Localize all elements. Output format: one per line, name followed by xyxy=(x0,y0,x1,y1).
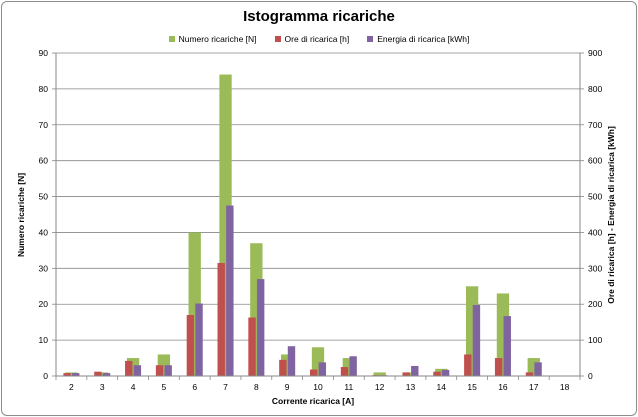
bar-energia-ricarica xyxy=(503,316,511,376)
legend-swatch-numero xyxy=(168,36,175,42)
bar-energia-ricarica xyxy=(441,369,450,376)
bar-energia-ricarica xyxy=(72,373,80,376)
legend-swatch-energia xyxy=(367,36,374,42)
bar-ore-ricarica xyxy=(402,372,410,376)
bar-energia-ricarica xyxy=(349,356,357,376)
bar-energia-ricarica xyxy=(534,362,542,376)
x-tick-label: 14 xyxy=(437,382,447,392)
x-tick-label: 18 xyxy=(560,382,570,392)
legend-item-ore: Ore di ricarica [h] xyxy=(274,34,350,44)
x-tick-label: 16 xyxy=(498,382,508,392)
y-right-tick-label: 900 xyxy=(588,48,602,58)
y-left-tick-label: 10 xyxy=(39,335,49,345)
bar-ore-ricarica xyxy=(494,358,503,376)
bar-ore-ricarica xyxy=(94,371,102,376)
x-tick-label: 3 xyxy=(100,382,105,392)
x-tick-label: 7 xyxy=(223,382,228,392)
y-right-tick-label: 400 xyxy=(588,227,602,237)
bar-ore-ricarica xyxy=(309,369,318,376)
bar-ore-ricarica xyxy=(464,354,472,376)
bar-ore-ricarica xyxy=(525,372,534,376)
bar-ore-ricarica xyxy=(63,373,71,376)
legend-swatch-ore xyxy=(274,36,281,42)
bar-energia-ricarica xyxy=(318,362,327,376)
legend: Numero ricariche [N] Ore di ricarica [h]… xyxy=(0,34,638,44)
x-tick-label: 2 xyxy=(69,382,74,392)
y-right-tick-label: 200 xyxy=(588,299,602,309)
gridlines xyxy=(56,52,580,341)
axes xyxy=(52,52,584,380)
x-axis-title: Corrente ricarica [A] xyxy=(272,396,354,406)
y-left-tick-label: 80 xyxy=(39,84,49,94)
y-left-tick-label: 30 xyxy=(39,263,49,273)
y-axis-left-title: Numero ricariche [N] xyxy=(16,173,26,257)
y-axis-right-title: Ore di ricarica [h] - Energia di ricaric… xyxy=(606,126,616,304)
bar-ore-ricarica xyxy=(217,262,225,376)
y-left-tick-label: 60 xyxy=(39,156,49,166)
y-left-tick-label: 50 xyxy=(39,192,49,202)
x-tick-label: 13 xyxy=(406,382,416,392)
bar-numero-ricariche xyxy=(373,372,386,376)
bar-ore-ricarica xyxy=(340,367,349,376)
y-left-tick-label: 90 xyxy=(39,48,49,58)
legend-label-numero: Numero ricariche [N] xyxy=(178,34,257,44)
bars xyxy=(63,74,542,377)
bar-numero-ricariche xyxy=(435,368,448,376)
bar-ore-ricarica xyxy=(279,359,287,376)
y-right-tick-label: 700 xyxy=(588,120,602,130)
y-right-tick-label: 100 xyxy=(588,335,602,345)
bar-ore-ricarica xyxy=(186,314,195,376)
chart-title: Istogramma ricariche xyxy=(243,8,395,25)
bar-energia-ricarica xyxy=(287,346,296,376)
tick-labels: 0102030405060708090010020030040050060070… xyxy=(39,48,603,392)
x-tick-label: 10 xyxy=(313,382,323,392)
bar-energia-ricarica xyxy=(411,365,419,376)
x-tick-label: 15 xyxy=(467,382,477,392)
legend-item-energia: Energia di ricarica [kWh] xyxy=(367,34,469,44)
bar-energia-ricarica xyxy=(164,365,172,376)
bar-energia-ricarica xyxy=(195,303,203,376)
bar-numero-ricariche xyxy=(404,372,417,376)
legend-item-numero: Numero ricariche [N] xyxy=(168,34,257,44)
x-tick-label: 4 xyxy=(131,382,136,392)
y-right-tick-label: 0 xyxy=(588,371,593,381)
bar-energia-ricarica xyxy=(226,205,234,376)
y-left-tick-label: 20 xyxy=(39,299,49,309)
y-right-tick-label: 300 xyxy=(588,263,602,273)
y-left-tick-label: 0 xyxy=(43,371,48,381)
x-tick-label: 12 xyxy=(375,382,385,392)
bar-numero-ricariche xyxy=(96,372,109,376)
bar-ore-ricarica xyxy=(155,365,164,376)
x-tick-label: 17 xyxy=(529,382,539,392)
bar-energia-ricarica xyxy=(472,304,481,376)
x-tick-label: 9 xyxy=(285,382,290,392)
x-tick-label: 6 xyxy=(192,382,197,392)
bar-numero-ricariche xyxy=(65,372,78,376)
legend-label-energia: Energia di ricarica [kWh] xyxy=(377,34,470,44)
x-tick-label: 11 xyxy=(344,382,353,392)
bar-energia-ricarica xyxy=(102,373,111,376)
x-tick-label: 8 xyxy=(254,382,259,392)
y-right-tick-label: 600 xyxy=(588,156,602,166)
legend-label-ore: Ore di ricarica [h] xyxy=(284,34,350,44)
bar-ore-ricarica xyxy=(125,360,133,376)
y-right-tick-label: 800 xyxy=(588,84,602,94)
bar-energia-ricarica xyxy=(133,365,142,376)
bar-ore-ricarica xyxy=(248,317,256,376)
y-left-tick-label: 40 xyxy=(39,227,49,237)
bar-ore-ricarica xyxy=(433,371,441,376)
x-tick-label: 5 xyxy=(162,382,167,392)
y-right-tick-label: 500 xyxy=(588,192,602,202)
bar-energia-ricarica xyxy=(256,279,265,376)
y-left-tick-label: 70 xyxy=(39,120,49,130)
